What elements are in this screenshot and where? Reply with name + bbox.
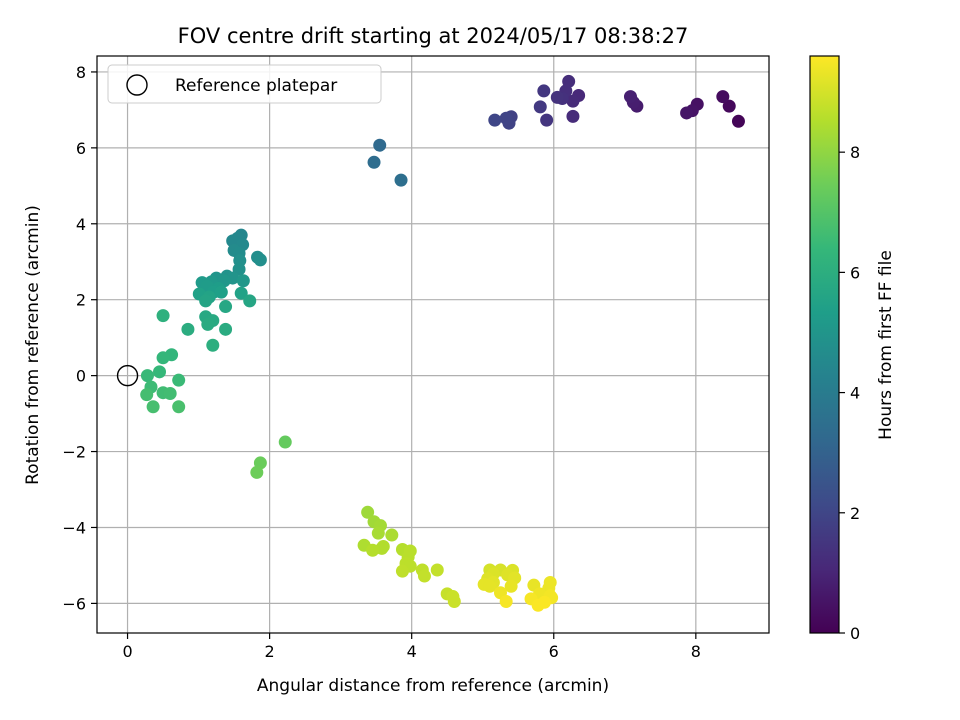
- data-point: [253, 253, 267, 267]
- data-point: [504, 579, 518, 593]
- data-point: [199, 294, 213, 308]
- data-point: [395, 564, 409, 578]
- colorbar-tick-label: 4: [850, 384, 860, 403]
- data-point: [716, 90, 730, 104]
- data-point: [680, 106, 694, 120]
- data-point: [219, 322, 233, 336]
- data-point: [531, 598, 545, 612]
- data-point: [140, 369, 154, 383]
- x-axis-label: Angular distance from reference (arcmin): [257, 676, 609, 696]
- data-point: [417, 569, 431, 583]
- y-tick-label: 0: [76, 367, 86, 386]
- data-point: [234, 286, 248, 300]
- plot-frame: [96, 55, 770, 634]
- data-point: [181, 322, 195, 336]
- data-point: [623, 90, 637, 104]
- data-point: [385, 528, 399, 542]
- reference-platepar-marker: [116, 364, 139, 387]
- data-point: [499, 594, 513, 608]
- legend: Reference platepar: [107, 64, 382, 104]
- colorbar-tick-label: 0: [850, 624, 860, 643]
- colorbar: 0 2 4 6 8 Hours from first FF file: [809, 55, 896, 643]
- legend-entry: Reference platepar: [175, 76, 337, 96]
- data-point: [566, 94, 580, 108]
- legend-reference-marker: [126, 74, 148, 96]
- x-tick-label: 4: [407, 642, 417, 661]
- y-tick-label: −4: [62, 518, 86, 537]
- data-point: [550, 90, 564, 104]
- data-point: [366, 543, 380, 557]
- colorbar-ticks: 0 2 4 6 8: [839, 143, 860, 643]
- data-point: [537, 84, 551, 98]
- reference-marker-layer: [116, 364, 139, 387]
- data-point: [367, 155, 381, 169]
- colorbar-frame: [809, 55, 840, 634]
- data-point: [278, 435, 292, 449]
- y-tick-label: 2: [76, 291, 86, 310]
- data-point: [243, 294, 257, 308]
- data-point: [540, 113, 554, 127]
- data-point: [566, 109, 580, 123]
- x-tick-label: 8: [691, 642, 701, 661]
- data-point: [371, 526, 385, 540]
- data-point: [533, 100, 547, 114]
- colorbar-tick-label: 8: [850, 143, 860, 162]
- data-point: [201, 317, 215, 331]
- legend-box: [107, 64, 382, 104]
- data-point: [206, 338, 220, 352]
- data-point: [250, 465, 264, 479]
- data-point: [146, 400, 160, 414]
- colorbar-gradient: [810, 56, 839, 633]
- data-point: [214, 285, 228, 299]
- data-point: [722, 99, 736, 113]
- y-tick-label: 6: [76, 139, 86, 158]
- y-tick-label: 8: [76, 63, 86, 82]
- data-point: [236, 274, 250, 288]
- data-point: [172, 400, 186, 414]
- colorbar-tick-label: 2: [850, 504, 860, 523]
- x-tick-label: 0: [122, 642, 132, 661]
- data-point: [219, 300, 233, 314]
- axis-ticks: 0 2 4 6 8 −6 −4 −2 0 2 4 6 8: [62, 63, 701, 661]
- data-point: [153, 365, 167, 379]
- colorbar-tick-label: 6: [850, 263, 860, 282]
- y-tick-label: 4: [76, 215, 86, 234]
- data-point: [488, 113, 502, 127]
- data-point: [731, 114, 745, 128]
- data-point: [140, 388, 154, 402]
- data-point: [361, 505, 375, 519]
- data-point: [163, 386, 177, 400]
- data-point: [373, 138, 387, 152]
- data-point: [172, 373, 186, 387]
- y-tick-label: −6: [62, 594, 86, 613]
- data-point: [226, 234, 240, 248]
- x-tick-label: 6: [549, 642, 559, 661]
- x-tick-label: 2: [265, 642, 275, 661]
- data-point: [483, 579, 497, 593]
- scatter-points: [140, 74, 745, 612]
- grid-lines: [97, 56, 769, 633]
- y-tick-label: −2: [62, 443, 86, 462]
- data-point: [156, 351, 170, 365]
- data-point: [156, 309, 170, 323]
- data-point: [447, 594, 461, 608]
- colorbar-label: Hours from first FF file: [876, 250, 896, 440]
- chart-title: FOV centre drift starting at 2024/05/17 …: [178, 24, 689, 48]
- y-axis-label: Rotation from reference (arcmin): [23, 205, 43, 485]
- data-point: [430, 563, 444, 577]
- data-point: [394, 173, 408, 187]
- data-point: [499, 111, 513, 125]
